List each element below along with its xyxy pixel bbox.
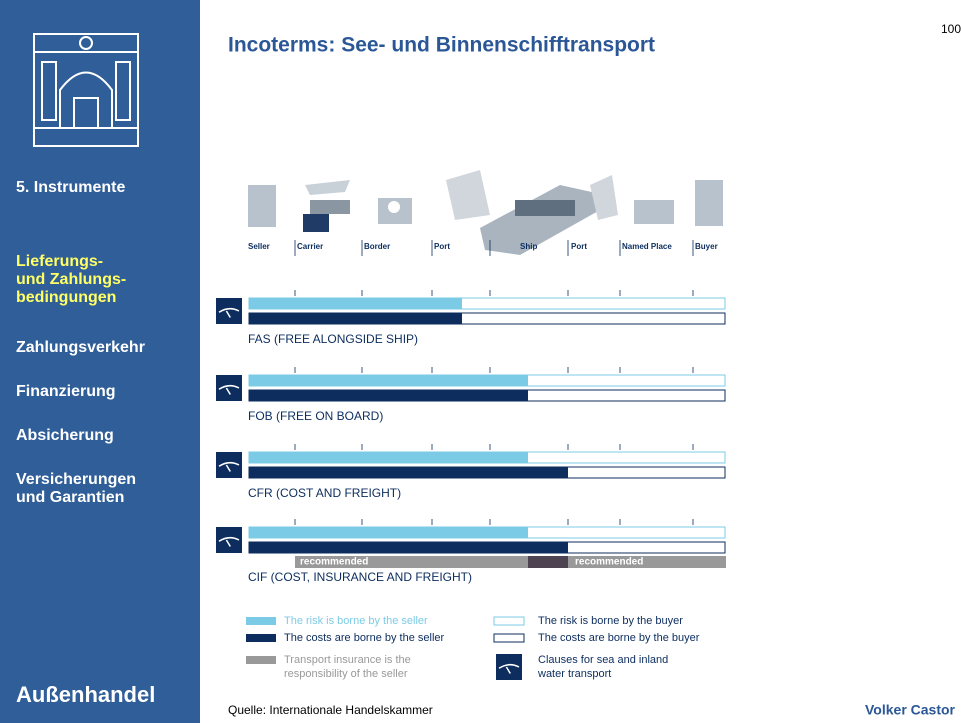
legend-swatch	[494, 617, 524, 625]
station-label: Seller	[248, 242, 270, 251]
legend-text: Clauses for sea and inland	[538, 654, 668, 666]
cost-bar-seller	[249, 467, 568, 478]
clause-label: CFR (COST AND FREIGHT)	[248, 486, 401, 500]
legend-text: responsibility of the seller	[284, 668, 408, 680]
station-label: Ship	[520, 242, 537, 251]
page-number: 100	[941, 22, 961, 36]
legend-swatch	[494, 634, 524, 642]
station-label: Port	[434, 242, 450, 251]
menu-item: Finanzierung	[16, 383, 116, 400]
sidebar	[0, 0, 200, 723]
cost-bar-seller	[249, 313, 462, 324]
station-label: Border	[364, 242, 390, 251]
cost-bar-seller	[249, 542, 568, 553]
slide: Incoterms: See- und Binnenschifftranspor…	[0, 0, 961, 723]
legend-text: The risk is borne by the buyer	[538, 615, 683, 627]
risk-bar-seller	[249, 527, 528, 538]
menu-item: Versicherungen	[16, 471, 136, 488]
station-label: Port	[571, 242, 587, 251]
menu-item: und Garantien	[16, 489, 124, 506]
legend-text: The costs are borne by the seller	[284, 632, 445, 644]
station-label: Carrier	[297, 242, 323, 251]
legend-text: Transport insurance is the	[284, 654, 411, 666]
menu-item: Absicherung	[16, 427, 114, 444]
slide-title: Incoterms: See- und Binnenschifftranspor…	[228, 34, 655, 57]
station-label: Named Place	[622, 242, 672, 251]
legend-swatch	[246, 634, 276, 642]
menu-item: Lieferungs-	[16, 253, 103, 270]
legend-swatch	[246, 656, 276, 664]
clause-label: CIF (COST, INSURANCE AND FREIGHT)	[248, 570, 472, 584]
insurance-overlap	[528, 556, 568, 568]
station-label: Buyer	[695, 242, 718, 251]
menu-item: und Zahlungs-	[16, 271, 126, 288]
menu-item: Zahlungsverkehr	[16, 339, 145, 356]
legend-swatch	[246, 617, 276, 625]
menu-item: 5. Instrumente	[16, 179, 125, 196]
recommended-label: recommended	[300, 557, 368, 568]
legend-text: water transport	[537, 668, 611, 680]
risk-bar-seller	[249, 298, 462, 309]
legend-text: The risk is borne by the seller	[284, 615, 428, 627]
risk-bar-seller	[249, 452, 528, 463]
menu-item: bedingungen	[16, 289, 116, 306]
clause-label: FOB (FREE ON BOARD)	[248, 409, 383, 423]
source: Quelle: Internationale Handelskammer	[228, 703, 433, 717]
recommended-label: recommended	[575, 557, 643, 568]
author: Volker Castor	[865, 702, 956, 718]
cost-bar-seller	[249, 390, 528, 401]
sidebar-footer: Außenhandel	[16, 682, 155, 707]
clause-label: FAS (FREE ALONGSIDE SHIP)	[248, 332, 418, 346]
risk-bar-seller	[249, 375, 528, 386]
legend-text: The costs are borne by the buyer	[538, 632, 700, 644]
